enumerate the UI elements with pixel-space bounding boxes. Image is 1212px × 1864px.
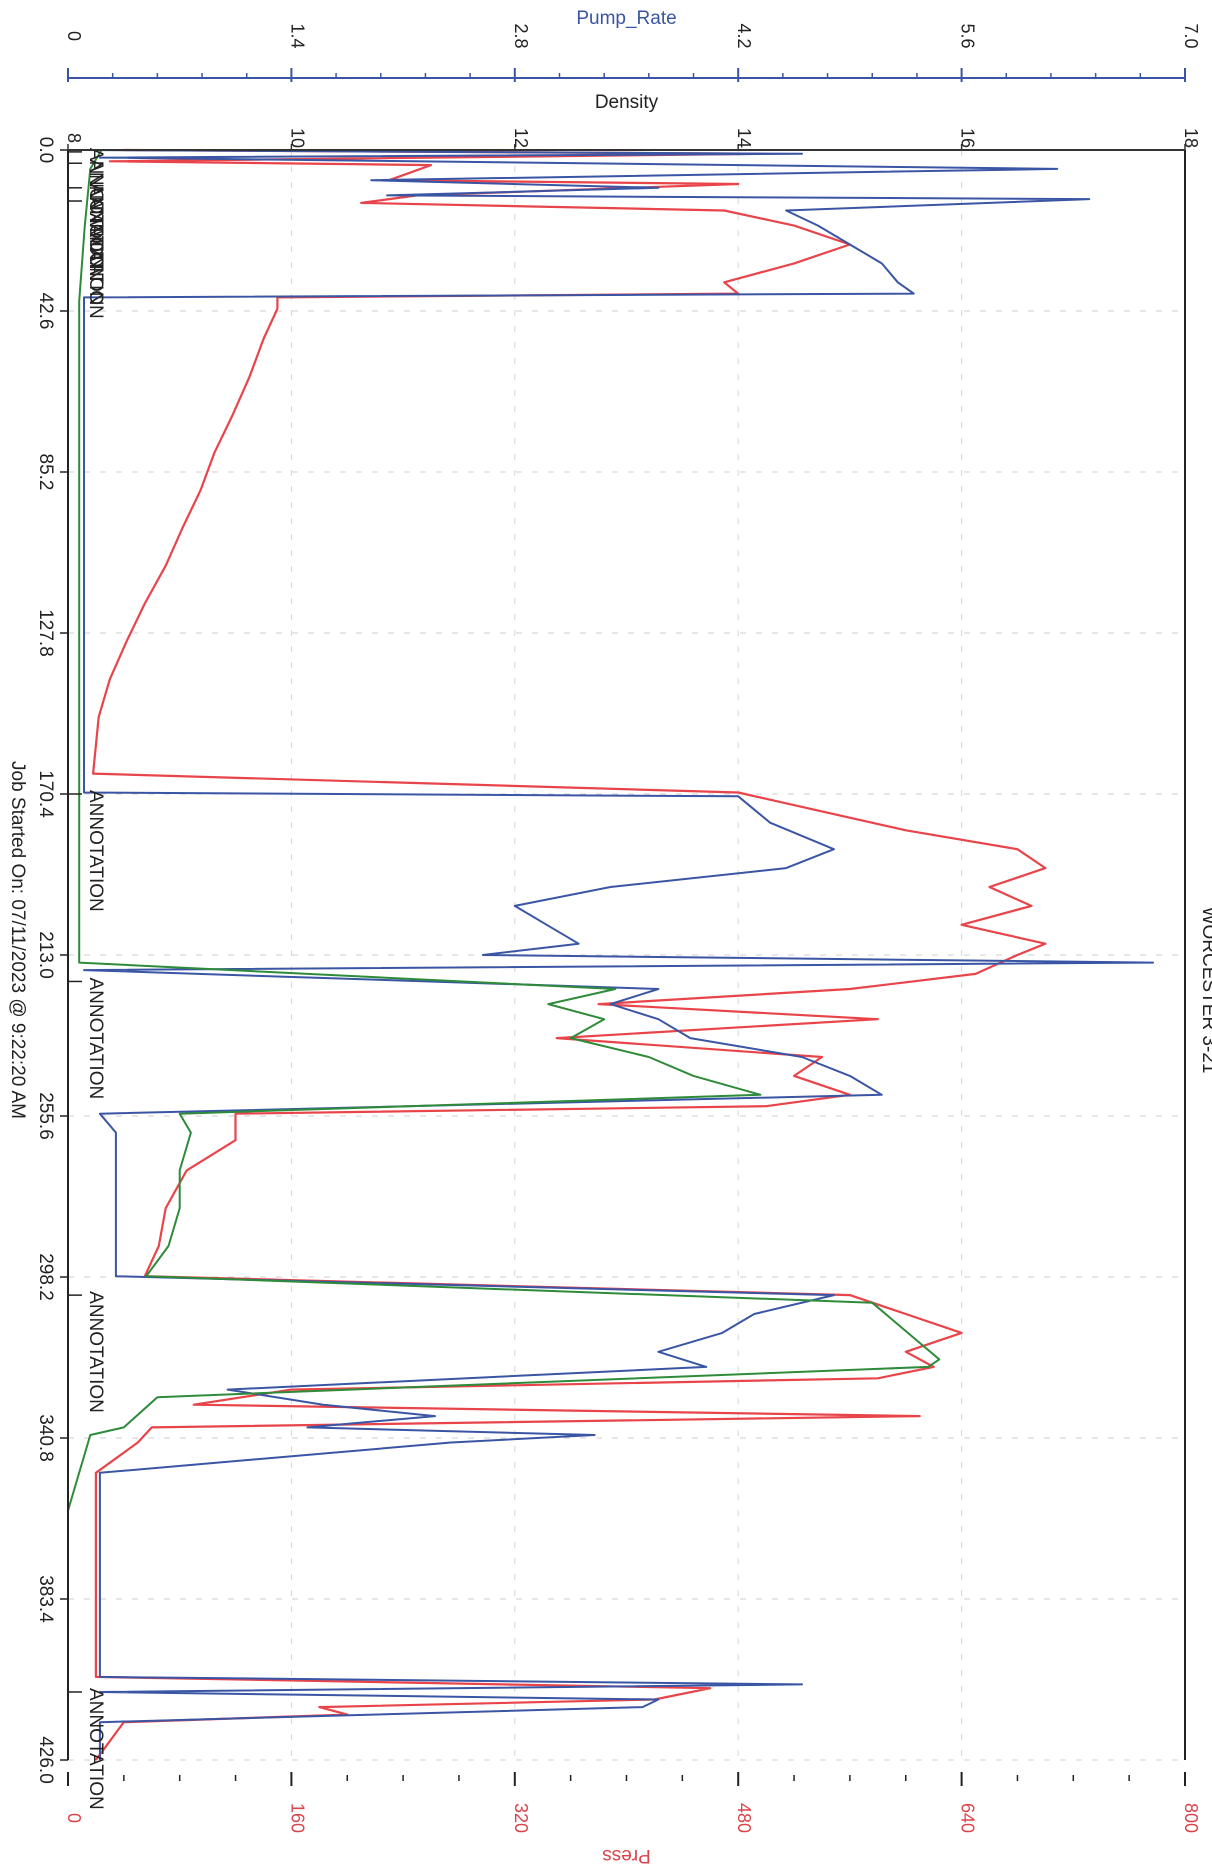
annotation-label: ANNOTATION xyxy=(85,790,106,912)
pump-rate-tick-label: 2.8 xyxy=(511,23,531,48)
time-tick-label: 127.8 xyxy=(35,609,56,657)
density-tick-label: 14 xyxy=(734,128,754,148)
press-tick-label: 320 xyxy=(511,1803,531,1833)
time-tick-label: 0.0 xyxy=(35,137,56,163)
density-tick-label: 10 xyxy=(287,128,307,148)
annotation-label: ANNOTATION xyxy=(85,1688,106,1810)
density-tick-label: 16 xyxy=(958,128,978,148)
annotation-label: ANNOTATION xyxy=(85,159,106,281)
density-tick-label: 12 xyxy=(511,128,531,148)
pump-rate-tick-label: 7.0 xyxy=(1181,23,1201,48)
time-tick-label: 426.0 xyxy=(35,1736,56,1784)
annotation-label: ANNOTATION xyxy=(85,184,106,306)
footer-text: Job Started On: 07/11/2023 @ 9:22:20 AM xyxy=(7,761,28,1119)
time-tick-label: 42.6 xyxy=(35,293,56,330)
time-tick-label: 170.4 xyxy=(35,770,56,818)
time-tick-label: 298.2 xyxy=(35,1253,56,1301)
axes-layer xyxy=(60,68,1186,1786)
pump-rate-tick-label: 4.2 xyxy=(734,23,754,48)
series-line-press xyxy=(91,148,1047,1761)
press-tick-label: 640 xyxy=(958,1803,978,1833)
press-tick-label: 800 xyxy=(1181,1803,1201,1833)
series-layer xyxy=(67,148,1155,1761)
pump-rate-tick-label: 5.6 xyxy=(958,23,978,48)
press-tick-label: 0 xyxy=(64,1813,84,1823)
time-tick-label: 383.4 xyxy=(35,1575,56,1623)
pump-rate-tick-label: 0 xyxy=(64,31,84,41)
press-axis-title: Press xyxy=(602,1845,651,1864)
time-tick-label: 85.2 xyxy=(35,454,56,491)
press-tick-label: 160 xyxy=(287,1803,307,1833)
density-tick-label: 18 xyxy=(1181,128,1201,148)
annotation-label: ANNOTATION xyxy=(85,148,106,270)
time-tick-label: 255.6 xyxy=(35,1092,56,1140)
density-tick-label: 8 xyxy=(64,133,84,143)
density-axis-title: Density xyxy=(595,92,659,113)
annotation-label: ANNOTATION xyxy=(85,977,106,1099)
pump-rate-axis-title: Pump_Rate xyxy=(576,8,676,29)
press-tick-label: 480 xyxy=(734,1803,754,1833)
pump-rate-tick-label: 1.4 xyxy=(287,23,307,48)
time-tick-label: 213.0 xyxy=(35,931,56,979)
annotation-label: ANNOTATION xyxy=(85,1291,106,1413)
time-tick-label: 340.8 xyxy=(35,1414,56,1462)
annotation-label: ANNOTATION xyxy=(85,197,106,319)
series-line-pump-rate xyxy=(83,149,1155,1760)
series-line-density xyxy=(67,149,941,1760)
chart-title: WORCESTER 3-21 xyxy=(1198,907,1212,1074)
annotations-layer: ANNOTATIONANNOTATIONANNOTATIONANNOTATION… xyxy=(68,148,106,1810)
labels-layer: 0.0 42.6 85.2 127.8 170.4 213.0 255.6 298.2 340.… xyxy=(7,8,1212,1864)
